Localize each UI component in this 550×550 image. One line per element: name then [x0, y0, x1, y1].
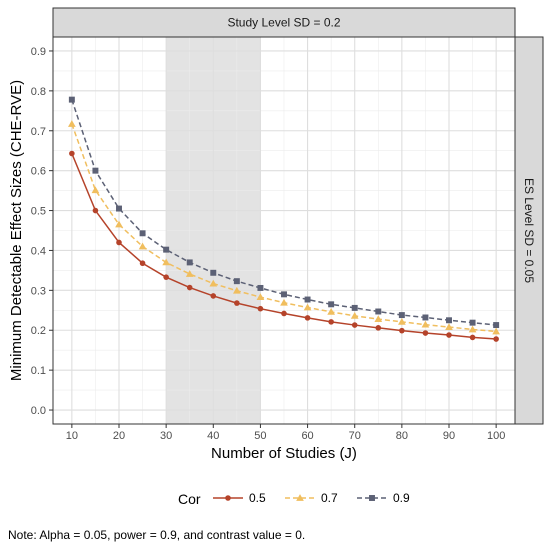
y-tick-label: 0.5	[31, 206, 46, 218]
y-tick-label: 0.4	[31, 245, 46, 257]
y-tick-label: 0.0	[31, 405, 46, 417]
y-tick-label: 0.8	[31, 86, 46, 98]
data-point	[234, 278, 240, 284]
data-point	[493, 322, 499, 328]
y-tick-label: 0.6	[31, 166, 46, 178]
data-point	[93, 208, 99, 214]
x-tick-label: 90	[443, 430, 455, 442]
data-point	[258, 306, 264, 312]
data-point	[163, 274, 169, 280]
data-point	[210, 270, 216, 276]
data-point	[225, 495, 231, 501]
data-point	[92, 168, 98, 174]
data-point	[210, 293, 216, 299]
data-point	[116, 240, 122, 246]
data-point	[375, 325, 381, 331]
y-axis-title: Minimum Detectable Effect Sizes (CHE-RVE…	[8, 80, 25, 381]
facet-strip-right-label: ES Level SD = 0.05	[522, 178, 536, 283]
data-point	[470, 320, 476, 326]
data-point	[493, 336, 499, 342]
data-point	[187, 259, 193, 265]
y-tick-label: 0.9	[31, 46, 46, 58]
data-point	[281, 311, 287, 317]
x-tick-label: 100	[487, 430, 505, 442]
data-point	[163, 247, 169, 253]
x-tick-label: 50	[254, 430, 266, 442]
data-point	[328, 301, 334, 307]
data-point	[352, 322, 358, 328]
x-tick-label: 10	[66, 430, 78, 442]
data-point	[281, 291, 287, 297]
data-point	[470, 335, 476, 341]
data-point	[140, 230, 146, 236]
y-tick-label: 0.2	[31, 325, 46, 337]
data-point	[399, 312, 405, 318]
x-tick-label: 80	[396, 430, 408, 442]
data-point	[69, 151, 75, 157]
legend-label: 0.5	[249, 491, 266, 505]
data-point	[423, 330, 429, 336]
data-point	[257, 285, 263, 291]
legend-label: 0.7	[321, 491, 338, 505]
x-tick-label: 30	[160, 430, 172, 442]
data-point	[187, 285, 193, 291]
data-point	[305, 315, 311, 321]
x-tick-label: 20	[113, 430, 125, 442]
data-point	[375, 309, 381, 315]
data-point	[446, 317, 452, 323]
x-axis-title: Number of Studies (J)	[211, 445, 357, 462]
x-tick-label: 60	[301, 430, 313, 442]
data-point	[369, 495, 375, 501]
y-tick-label: 0.1	[31, 365, 46, 377]
data-point	[234, 300, 240, 306]
x-tick-label: 70	[349, 430, 361, 442]
data-point	[446, 332, 452, 338]
y-tick-label: 0.7	[31, 126, 46, 138]
data-point	[328, 319, 334, 325]
data-point	[69, 97, 75, 103]
y-tick-label: 0.3	[31, 285, 46, 297]
data-point	[305, 297, 311, 303]
legend-label: 0.9	[393, 491, 410, 505]
data-point	[116, 206, 122, 212]
data-point	[399, 328, 405, 334]
caption-note: Note: Alpha = 0.05, power = 0.9, and con…	[8, 528, 305, 542]
facet-strip-top-label: Study Level SD = 0.2	[227, 16, 340, 30]
data-point	[140, 260, 146, 266]
data-point	[422, 315, 428, 321]
data-point	[352, 305, 358, 311]
x-tick-label: 40	[207, 430, 219, 442]
legend-title: Cor	[178, 491, 201, 507]
